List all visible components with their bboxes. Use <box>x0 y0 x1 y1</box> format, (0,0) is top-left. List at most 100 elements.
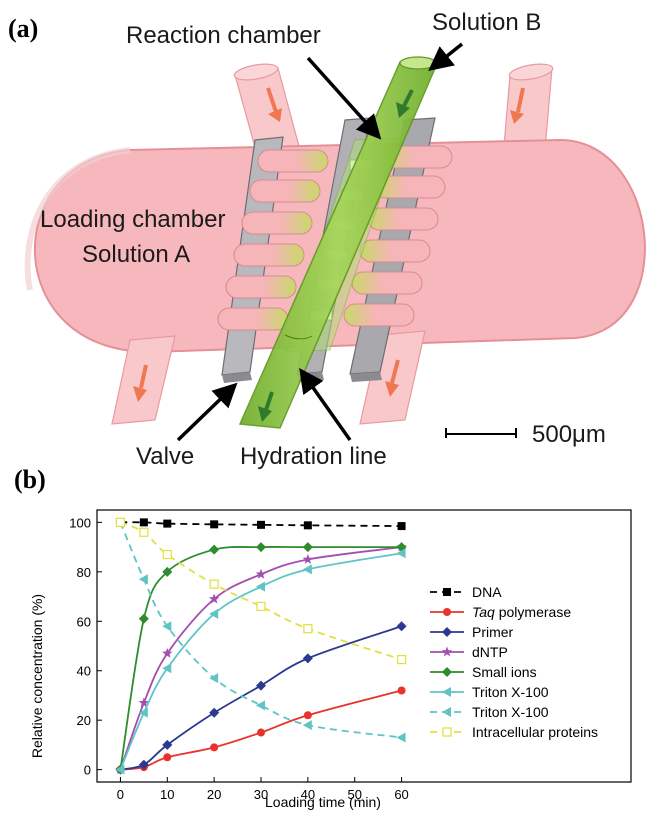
data-point <box>115 764 125 775</box>
data-point <box>115 517 126 527</box>
series-dntp <box>115 541 407 775</box>
data-point <box>209 673 219 684</box>
data-point <box>397 522 406 531</box>
x-tick-label: 40 <box>301 787 315 802</box>
data-point <box>163 753 172 762</box>
series-triton-x-100 <box>115 548 406 775</box>
legend-label: Primer <box>472 624 514 640</box>
series-primer <box>115 621 407 775</box>
series-line <box>120 625 402 771</box>
pointer-arrow <box>428 42 464 72</box>
callout-reaction-chamber: Reaction chamber <box>126 22 321 49</box>
legend-marker <box>442 707 451 717</box>
y-tick-label: 40 <box>77 664 91 679</box>
y-axis-label: Relative concentration (%) <box>29 594 45 758</box>
data-point <box>302 564 312 575</box>
data-point <box>397 686 406 695</box>
legend-label: dNTP <box>472 644 508 660</box>
legend: DNA Taq polymerase Primer dNTP Small ions Tri… <box>430 584 598 740</box>
data-point <box>256 601 266 612</box>
data-point <box>396 621 407 632</box>
pointer-arrow <box>306 56 382 140</box>
data-point <box>210 743 219 752</box>
data-point <box>162 663 172 674</box>
legend-label: Taq polymerase <box>472 604 571 620</box>
data-point <box>163 519 172 528</box>
y-tick-label: 60 <box>77 614 91 629</box>
data-point <box>256 700 265 711</box>
legend-label: Triton X-100 <box>472 704 549 720</box>
y-tick-label: 0 <box>84 763 91 778</box>
data-point <box>162 647 173 658</box>
panel-a: (a) <box>8 9 646 470</box>
plot-frame <box>96 509 632 783</box>
data-point <box>209 608 219 619</box>
data-point <box>396 654 407 665</box>
legend-marker <box>442 667 452 677</box>
data-point <box>396 732 406 743</box>
legend-label: DNA <box>472 584 502 600</box>
callout-loading-chamber: Loading chamber <box>40 206 225 233</box>
panel-b: (b) 0 10 20 30 40 50 60 0 20 40 60 80 100 DNA Taq pol… <box>14 465 632 810</box>
x-tick-label: 50 <box>347 787 361 802</box>
data-point <box>257 520 265 529</box>
x-tick-label: 10 <box>160 787 174 802</box>
data-point <box>302 653 313 664</box>
flow-arrow-icon <box>266 87 525 124</box>
data-point <box>303 711 312 720</box>
y-tick-label: 20 <box>77 713 91 728</box>
legend-marker <box>442 687 451 697</box>
legend-marker <box>441 646 453 657</box>
legend-marker <box>443 588 451 596</box>
data-point <box>256 542 266 553</box>
data-point <box>208 593 220 604</box>
series-small-ions <box>115 542 407 775</box>
data-point <box>162 549 172 560</box>
scale-bar-label: 500μm <box>532 421 606 448</box>
data-point <box>162 566 173 577</box>
data-point <box>209 707 220 718</box>
data-point <box>257 728 265 737</box>
legend-label: Intracellular proteins <box>472 724 598 740</box>
callout-hydration-line: Hydration line <box>240 443 387 470</box>
data-point <box>138 707 148 718</box>
data-point <box>138 613 149 624</box>
flow-arrow-icon <box>258 89 414 422</box>
data-point <box>138 697 150 708</box>
data-point <box>138 574 148 585</box>
data-point <box>209 544 220 555</box>
callout-valve: Valve <box>136 443 194 470</box>
upper-port-tubes <box>233 63 554 159</box>
data-point <box>209 579 219 589</box>
x-tick-label: 0 <box>117 787 124 802</box>
data-point <box>210 520 219 529</box>
data-point <box>303 624 313 634</box>
legend-label: Triton X-100 <box>472 684 549 700</box>
series-dna <box>116 518 406 531</box>
pointer-arrow <box>176 382 238 442</box>
data-point <box>256 581 265 592</box>
x-tick-label: 60 <box>394 787 408 802</box>
side-channels <box>217 145 453 331</box>
data-point <box>139 518 148 527</box>
data-point <box>302 553 314 564</box>
data-point <box>302 542 313 553</box>
series-triton-x-100 <box>115 517 406 743</box>
series-intracellular-proteins <box>115 517 407 665</box>
data-point <box>138 759 149 770</box>
scale-bar <box>445 428 517 438</box>
legend-label: Small ions <box>472 664 537 680</box>
hydration-line <box>238 56 438 429</box>
data-point <box>256 680 266 691</box>
y-tick-label: 100 <box>69 515 91 530</box>
legend-marker <box>443 608 451 616</box>
data-point <box>139 527 149 537</box>
data-point <box>303 521 312 530</box>
x-tick-label: 30 <box>254 787 268 802</box>
data-point <box>255 568 267 579</box>
series-line <box>120 521 402 527</box>
callout-solution-b: Solution B <box>432 9 541 36</box>
data-point <box>162 621 172 632</box>
y-tick-label: 80 <box>77 565 91 580</box>
